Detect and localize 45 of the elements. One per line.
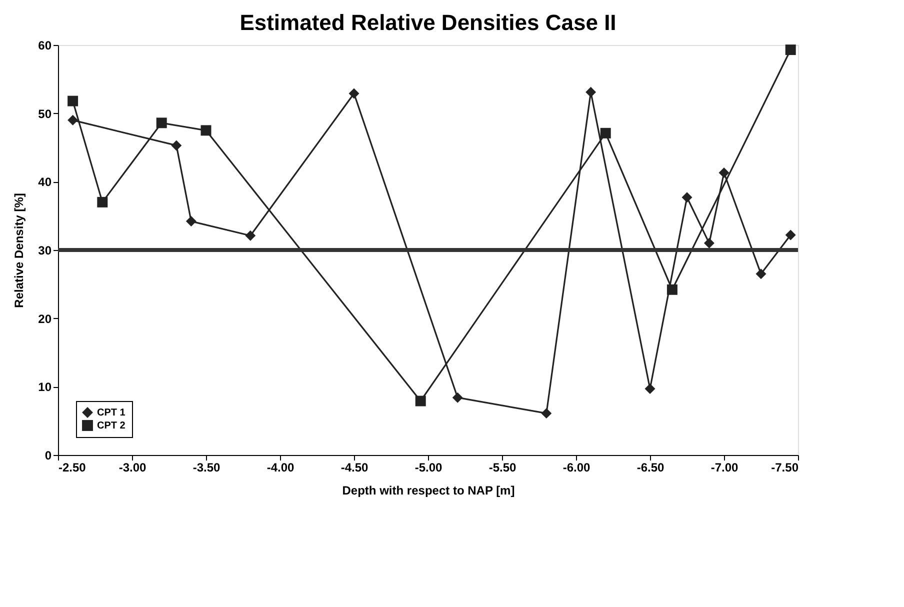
point: [171, 140, 182, 151]
x-tick-label: -7.50: [771, 460, 799, 474]
x-tick-label: -5.50: [488, 460, 516, 474]
point: [186, 216, 196, 227]
y-tick-label: 40: [38, 175, 52, 190]
y-tick-label: 50: [38, 106, 52, 121]
point: [97, 196, 108, 208]
y-tick-label: 30: [38, 244, 52, 258]
point: [718, 168, 730, 178]
point: [348, 88, 360, 99]
point: [785, 230, 796, 240]
point: [541, 408, 552, 419]
x-tick-label: -3.50: [192, 460, 220, 474]
legend-label: CPT 2: [97, 420, 126, 432]
point: [200, 125, 212, 136]
point: [756, 268, 766, 280]
point: [415, 396, 426, 406]
x-tick-label: -2.50: [58, 460, 86, 474]
point: [586, 86, 596, 98]
legend-label: CPT 1: [97, 408, 126, 418]
y-tick-label: 60: [38, 38, 52, 52]
x-tick-label: -4.00: [266, 460, 294, 474]
chart-title: Estimated Relative Densities Case II: [240, 10, 616, 35]
point: [156, 118, 167, 128]
point: [644, 383, 656, 394]
x-tick-label: -5.00: [414, 460, 442, 474]
x-tick-label: -4.50: [340, 460, 368, 474]
y-tick-label: 0: [44, 448, 52, 462]
y-tick-label: 20: [38, 312, 52, 326]
point: [666, 284, 678, 295]
point: [600, 128, 611, 138]
point: [245, 230, 256, 241]
x-tick-label: -6.00: [562, 460, 590, 474]
y-axis-title: Relative Density [%]: [12, 193, 26, 308]
point: [452, 392, 463, 403]
point: [704, 238, 714, 248]
x-tick-label: -7.00: [710, 460, 738, 474]
point: [68, 96, 78, 106]
point: [68, 114, 78, 126]
x-tick-label: -6.50: [636, 460, 664, 474]
x-axis-title: Depth with respect to NAP [m]: [342, 484, 515, 498]
point: [785, 44, 796, 56]
y-tick-label: 10: [38, 380, 52, 394]
point: [682, 192, 692, 203]
x-tick-label: -3.00: [118, 460, 146, 474]
